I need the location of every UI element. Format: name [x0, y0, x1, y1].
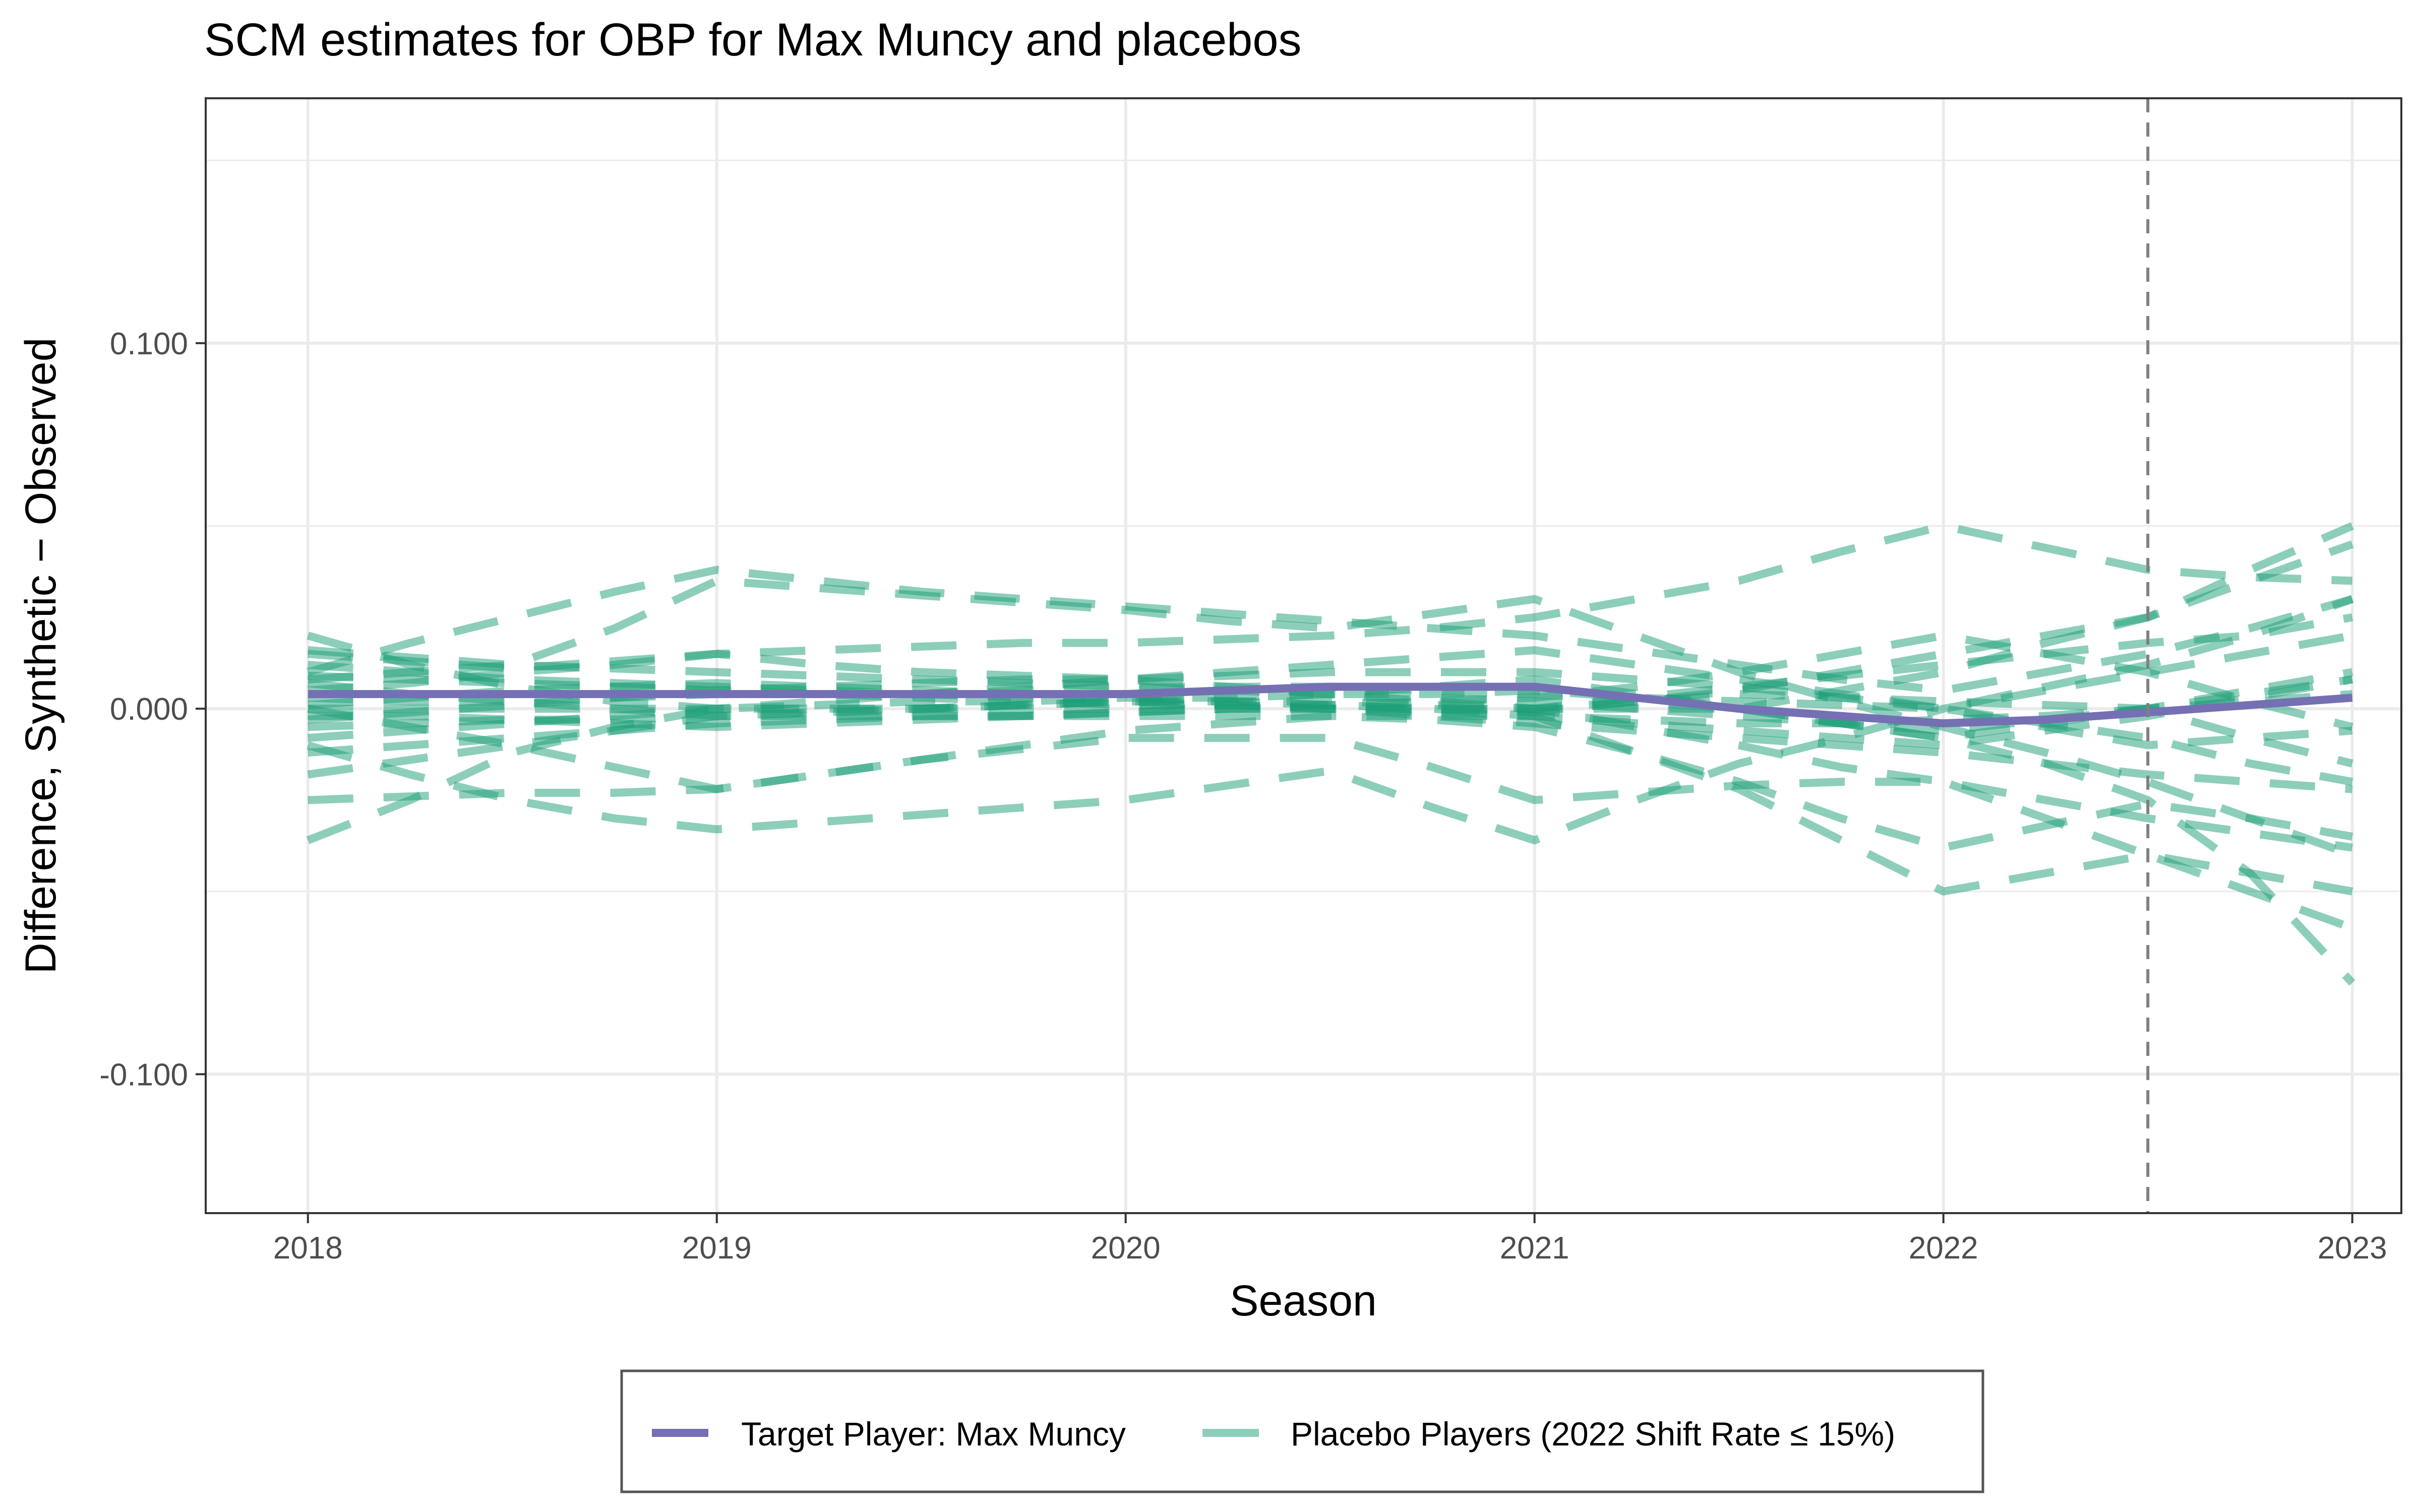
y-tick-label: -0.100: [99, 1057, 188, 1092]
placebo-series-line: [307, 705, 2353, 896]
placebo-series-line: [308, 522, 2352, 695]
x-tick-label: 2022: [1909, 1231, 1978, 1266]
placebo-series-line: [308, 712, 2354, 932]
target-series-line: [308, 682, 2353, 728]
x-tick-label: 2019: [682, 1231, 752, 1266]
placebo-series-line: [308, 577, 2354, 859]
y-axis-label: Difference, Synthetic − Observed: [17, 338, 65, 974]
placebo-series-line: [308, 671, 2353, 749]
x-tick-label: 2020: [1091, 1231, 1161, 1266]
legend-label-placebo: Placebo Players (2022 Shift Rate ≤ 15%): [1291, 1415, 1895, 1453]
grid-minor: [206, 159, 2401, 893]
legend-label-target: Target Player: Max Muncy: [741, 1415, 1126, 1453]
panel-border: [205, 97, 2402, 1214]
y-tick-label: 0.100: [110, 327, 188, 361]
placebo-series-line: [308, 646, 2353, 749]
x-axis-label: Season: [1230, 1277, 1377, 1325]
legend-box: [620, 1369, 1984, 1493]
x-tick-label: 2018: [273, 1231, 343, 1266]
target-line-group: [308, 682, 2353, 728]
y-tick-label: 0.000: [110, 692, 188, 727]
chart-title: SCM estimates for OBP for Max Muncy and …: [204, 14, 1302, 66]
plot-area: [306, 98, 2355, 1213]
legend: Target Player: Max Muncy Placebo Players…: [620, 1369, 1984, 1493]
x-axis-ticks: 2018 2019 2020 2021 2022 2023: [273, 1213, 2387, 1266]
x-tick-label: 2021: [1500, 1231, 1569, 1266]
y-axis-ticks: -0.100 0.000 0.100: [99, 327, 206, 1092]
x-tick-label: 2023: [2318, 1231, 2387, 1266]
